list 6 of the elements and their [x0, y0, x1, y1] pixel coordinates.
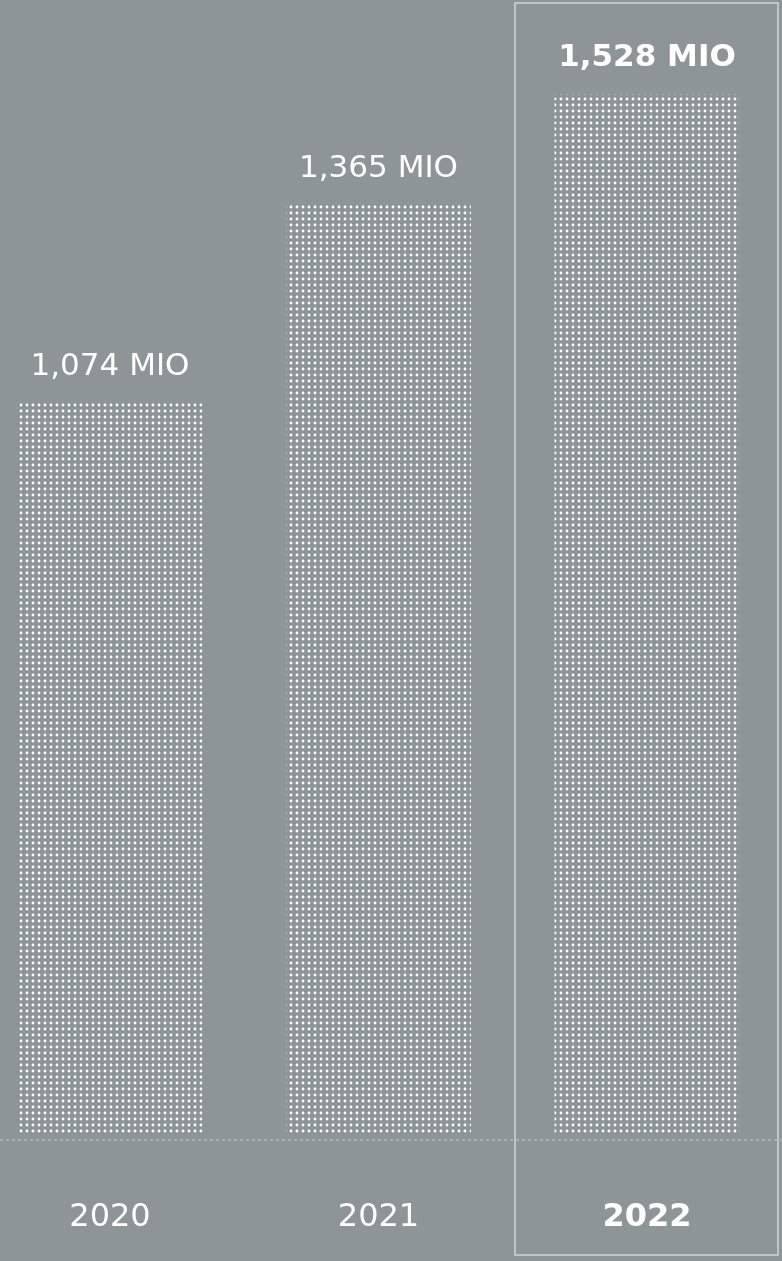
data-label: 1,528 MIO [558, 37, 736, 73]
x-tick-label: 2021 [337, 1196, 420, 1234]
data-label: 1,074 MIO [30, 345, 190, 382]
x-tick-label: 2022 [602, 1196, 692, 1234]
data-label: 1,365 MIO [299, 147, 458, 184]
x-tick-label: 2020 [69, 1196, 151, 1234]
